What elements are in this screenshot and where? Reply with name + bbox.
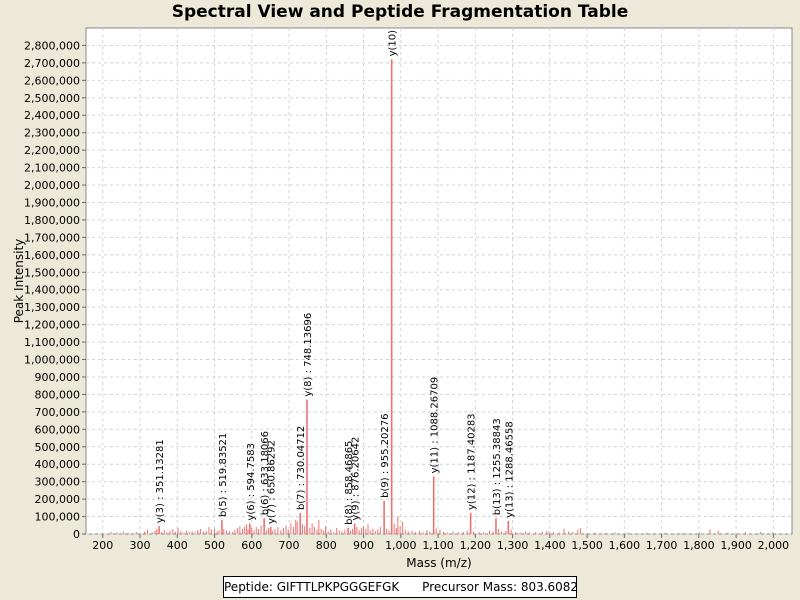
y-tick-label: 1,000,000 [24,354,80,367]
y-tick-label: 1,900,000 [24,196,80,209]
y-tick-label: 2,800,000 [24,39,80,52]
y-tick-label: 900,000 [35,371,81,384]
y-tick-label: 1,800,000 [24,214,80,227]
peak-label: y(7) : 650.86292 [267,440,278,524]
y-tick-label: 2,000,000 [24,179,80,192]
y-axis: 0 100,000 200,000 300,000 400,000 500,000 600,… [24,39,86,541]
x-tick-label: 2,000 [758,539,790,552]
x-tick-label: 800 [316,539,337,552]
grid-lines [86,28,792,535]
x-tick-label: 1,300 [497,539,529,552]
peak-label: y(8) : 748.13696 [303,313,314,397]
peak-label: b(7) : 730.04712 [296,426,307,510]
x-axis-label: Mass (m/z) [406,556,471,570]
peptide-info-box: Peptide: GIFTTLPKPGGGEFGK Precursor Mass… [223,576,579,598]
x-tick-label: 1,700 [646,539,678,552]
x-tick-label: 1,500 [571,539,603,552]
peptide-sequence: GIFTTLPKPGGGEFGK [276,580,400,594]
peak-label: y(6) : 594.7583 [246,443,257,521]
y-tick-label: 600,000 [35,423,81,436]
y-tick-label: 1,100,000 [24,336,80,349]
x-tick-label: 700 [279,539,300,552]
y-tick-label: 2,100,000 [24,162,80,175]
x-tick-label: 300 [130,539,151,552]
precursor-mass: 803.6082 [520,580,579,594]
peak-label: y(11) : 1088.26709 [430,377,441,474]
y-tick-label: 200,000 [35,493,81,506]
x-tick-label: 900 [353,539,374,552]
y-tick-label: 2,200,000 [24,144,80,157]
peak-label: y(13) : 1288.46558 [504,421,515,518]
y-tick-label: 2,500,000 [24,92,80,105]
x-axis: 200 300 400 500 600 700 800 900 1,000 1,100 1,200 1… [92,534,789,552]
y-tick-label: 100,000 [35,511,81,524]
peak-label: y(9) : 876.20642 [351,437,362,521]
chart-title: Spectral View and Peptide Fragmentation … [171,2,629,22]
y-tick-label: 1,600,000 [24,249,80,262]
peak-label: b(5) : 519.83521 [218,433,229,517]
y-tick-label: 300,000 [35,476,81,489]
precursor-label: Precursor Mass: [422,580,517,594]
x-tick-label: 500 [204,539,225,552]
x-tick-label: 1,400 [534,539,566,552]
x-tick-label: 600 [241,539,262,552]
x-tick-label: 200 [92,539,113,552]
y-tick-label: 800,000 [35,388,81,401]
y-tick-label: 400,000 [35,458,81,471]
peak-label: b(9) : 955.20276 [380,414,391,498]
x-tick-label: 1,100 [422,539,454,552]
peak-label: y(12) : 1187.40283 [467,413,478,510]
y-tick-label: 1,300,000 [24,301,80,314]
y-axis-label: Peak Intensity [12,239,26,324]
y-tick-label: 2,700,000 [24,57,80,70]
peptide-label: Peptide: [224,580,273,594]
y-tick-label: 2,600,000 [24,74,80,87]
y-tick-label: 1,500,000 [24,266,80,279]
peak-annotations: y(3) : 351.13281 b(5) : 519.83521 y(6) : 5… [155,30,515,525]
x-tick-label: 1,200 [460,539,492,552]
y-tick-label: 0 [73,528,80,541]
x-tick-label: 1,800 [683,539,715,552]
peak-label: y(3) : 351.13281 [155,439,166,523]
x-tick-label: 1,000 [385,539,417,552]
x-tick-label: 400 [167,539,188,552]
peak-label: y(10) [388,30,399,57]
peak-label: b(13) : 1255.38843 [492,418,503,515]
y-tick-label: 1,200,000 [24,319,80,332]
y-tick-label: 2,400,000 [24,109,80,122]
peak-label: b(8) : 858.46865 [344,441,355,525]
x-tick-label: 1,900 [720,539,752,552]
y-tick-label: 700,000 [35,406,81,419]
spectrum-peaks [110,59,774,534]
y-tick-label: 1,400,000 [24,284,80,297]
y-tick-label: 1,700,000 [24,231,80,244]
y-tick-label: 500,000 [35,441,81,454]
x-tick-label: 1,600 [609,539,641,552]
peak-label: b(6) : 633.18066 [260,431,271,515]
y-tick-label: 2,300,000 [24,127,80,140]
plot-background [85,27,793,535]
